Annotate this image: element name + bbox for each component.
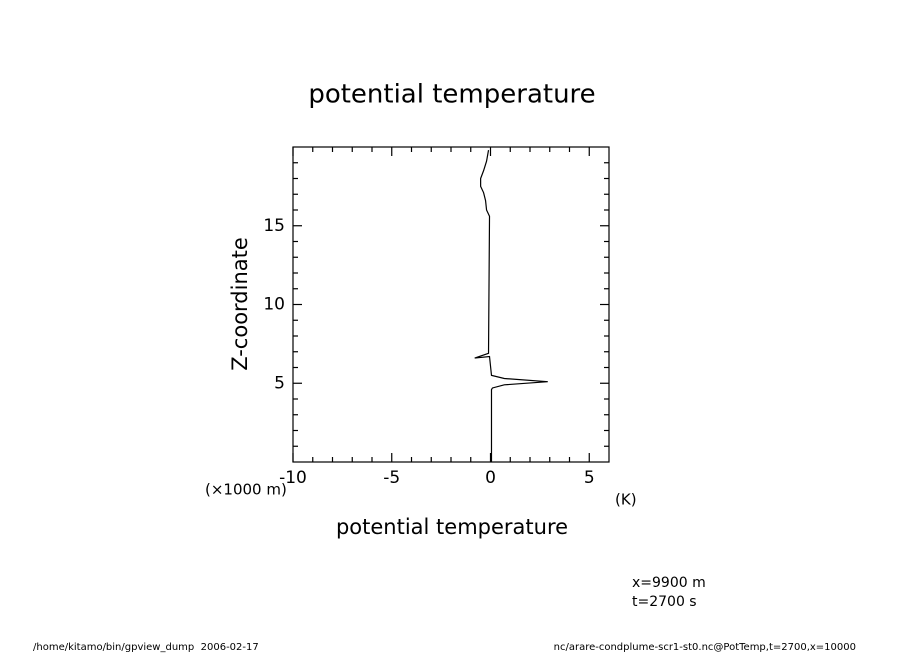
x-tick-label: -10	[279, 468, 307, 488]
y-axis-label: Z-coordinate	[228, 237, 252, 371]
x-tick-label: 0	[485, 468, 496, 488]
footer: /home/kitamo/bin/gpview_dump 2006-02-17	[33, 642, 259, 653]
profile-line	[474, 150, 548, 462]
annotation: x=9900 m	[632, 575, 706, 591]
footer: nc/arare-condplume-scr1-st0.nc@PotTemp,t…	[554, 642, 856, 653]
y-tick-label: 10	[263, 295, 285, 315]
y-tick-label: 5	[274, 373, 285, 393]
chart-title: potential temperature	[308, 80, 595, 110]
x-tick-label: -5	[383, 468, 400, 488]
y-tick-label: 15	[263, 216, 285, 236]
annotation: t=2700 s	[632, 594, 697, 610]
x-axis-label: potential temperature	[336, 515, 568, 539]
x-unit: (K)	[615, 491, 637, 509]
x-tick-label: 5	[584, 468, 595, 488]
y-unit: (×1000 m)	[205, 481, 287, 499]
